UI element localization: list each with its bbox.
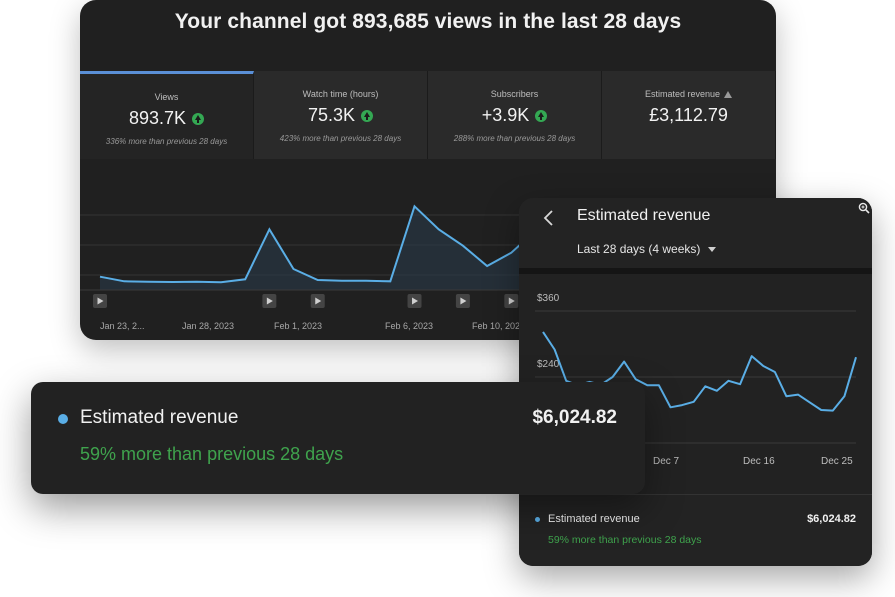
revenue-label: Estimated revenue: [80, 407, 239, 428]
y-tick-label: $240: [537, 359, 560, 370]
x-tick-label: Dec 16: [743, 456, 775, 467]
x-tick-label: Jan 23, 2...: [100, 321, 145, 331]
channel-overview-card: Your channel got 893,685 views in the la…: [80, 0, 776, 340]
x-tick-label: Jan 28, 2023: [182, 321, 234, 331]
arrow-up-circle-icon: [361, 109, 374, 122]
tab-subscribers[interactable]: Subscribers +3.9K 288% more than previou…: [428, 71, 602, 159]
x-tick-label: Feb 1, 2023: [274, 321, 322, 331]
metric-value: 75.3K: [254, 105, 427, 126]
metric-value-text: 75.3K: [307, 105, 356, 125]
metric-value-text: +3.9K: [481, 105, 530, 125]
views-line: [99, 204, 561, 284]
metric-value-text: 893.7K: [128, 108, 187, 128]
summary-comparison: 59% more than previous 28 days: [548, 534, 702, 546]
video-marker-icon[interactable]: [310, 294, 325, 308]
metric-label: Watch time (hours): [302, 89, 379, 99]
panel-title: Estimated revenue: [577, 207, 711, 224]
back-arrow-icon[interactable]: [541, 208, 557, 228]
metric-tabs: Views 893.7K 336% more than previous 28 …: [80, 71, 776, 159]
metric-label: Subscribers: [490, 89, 539, 99]
period-label: Last 28 days (4 weeks): [577, 242, 701, 256]
legend-dot: [535, 517, 540, 522]
metric-comparison: 288% more than previous 28 days: [453, 134, 576, 143]
video-marker-icon[interactable]: [262, 294, 277, 308]
metric-label-text: Estimated revenue: [644, 89, 721, 99]
legend-dot: [58, 414, 68, 424]
zoom-in-icon[interactable]: [858, 202, 870, 214]
warning-icon: [724, 91, 733, 99]
period-dropdown[interactable]: Last 28 days (4 weeks): [577, 242, 717, 256]
revenue-value: $6,024.82: [532, 407, 617, 428]
metric-label: Views: [154, 92, 179, 102]
revenue-highlight-card: Estimated revenue $6,024.82 59% more tha…: [31, 382, 645, 494]
x-tick-label: Feb 10, 2023: [472, 321, 525, 331]
revenue-comparison: 59% more than previous 28 days: [80, 444, 344, 464]
overview-headline: Your channel got 893,685 views in the la…: [174, 10, 682, 33]
arrow-up-circle-icon: [192, 112, 205, 125]
metric-value: 893.7K: [80, 108, 253, 129]
metric-label: Estimated revenue: [602, 89, 775, 99]
panel-divider: [519, 268, 872, 274]
metric-comparison: 336% more than previous 28 days: [105, 137, 228, 146]
video-marker-icon[interactable]: [407, 294, 422, 308]
revenue-summary: Estimated revenue $6,024.82 59% more tha…: [519, 494, 872, 566]
metric-comparison: 423% more than previous 28 days: [279, 134, 402, 143]
metric-value: +3.9K: [428, 105, 601, 126]
video-marker-icon[interactable]: [455, 294, 470, 308]
chevron-down-icon: [708, 246, 717, 252]
video-marker-icon[interactable]: [504, 294, 519, 308]
views-area: [100, 206, 560, 290]
x-tick-label: Dec 7: [653, 456, 680, 467]
panel-header: Estimated revenue Last 28 days (4 weeks): [519, 198, 872, 268]
summary-value: $6,024.82: [807, 513, 856, 525]
summary-label: Estimated revenue: [548, 513, 640, 525]
tab-estimated-revenue[interactable]: Estimated revenue £3,112.79: [602, 71, 776, 159]
revenue-detail-panel: Estimated revenue Last 28 days (4 weeks)…: [519, 198, 872, 566]
y-tick-label: $360: [537, 293, 560, 304]
x-tick-label: Dec 25: [821, 456, 853, 467]
x-tick-label: Feb 6, 2023: [385, 321, 433, 331]
metric-value: £3,112.79: [602, 105, 775, 126]
video-marker-icon[interactable]: [93, 294, 107, 308]
tab-watch-time[interactable]: Watch time (hours) 75.3K 423% more than …: [254, 71, 428, 159]
arrow-up-circle-icon: [535, 109, 548, 122]
tab-views[interactable]: Views 893.7K 336% more than previous 28 …: [80, 71, 254, 159]
metric-value-text: £3,112.79: [649, 105, 728, 125]
